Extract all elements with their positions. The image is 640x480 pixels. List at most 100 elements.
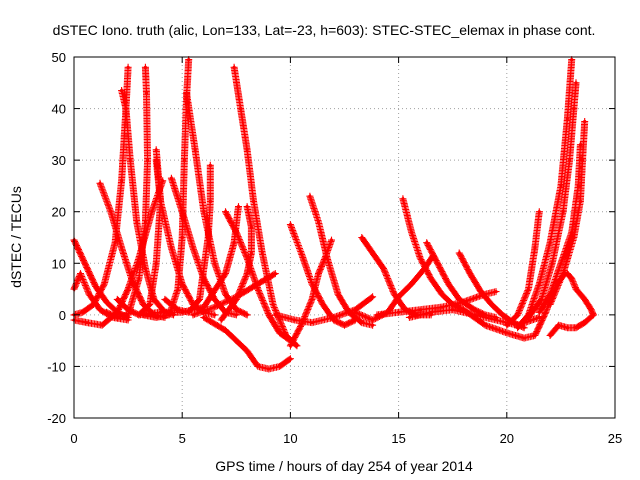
data-point	[202, 315, 206, 319]
data-point	[565, 326, 570, 330]
data-point	[245, 205, 249, 209]
data-point	[468, 272, 472, 276]
data-point	[202, 210, 206, 214]
series-pass-34	[524, 79, 580, 321]
data-point	[565, 272, 570, 276]
data-point	[397, 295, 401, 299]
data-point	[544, 310, 548, 314]
data-point	[537, 282, 541, 286]
data-point	[295, 344, 299, 348]
data-point	[526, 287, 531, 291]
data-point	[213, 297, 217, 301]
data-point	[561, 210, 565, 214]
y-tick-label: -20	[47, 411, 66, 426]
y-tick-label: 0	[59, 308, 66, 323]
data-point	[570, 58, 574, 62]
data-point	[245, 313, 249, 317]
data-point	[137, 313, 141, 317]
data-point	[537, 310, 541, 314]
grid	[74, 57, 615, 418]
data-point	[273, 272, 277, 276]
data-point	[154, 315, 158, 319]
data-point	[516, 313, 520, 317]
series-pass-23	[271, 293, 377, 327]
data-point	[329, 238, 334, 242]
data-point	[234, 295, 238, 299]
data-point	[169, 246, 173, 250]
data-point	[234, 308, 238, 312]
series-pass-29	[455, 249, 528, 332]
data-point	[572, 107, 576, 111]
data-point	[223, 328, 228, 332]
data-point	[206, 235, 210, 240]
data-point	[568, 158, 572, 162]
data-point	[115, 297, 119, 301]
data-point	[267, 367, 271, 371]
data-point	[299, 251, 303, 255]
data-point	[572, 235, 576, 240]
data-point	[245, 272, 249, 276]
data-point	[141, 302, 145, 307]
data-point	[180, 310, 184, 314]
data-point	[143, 65, 147, 69]
plot-frame	[73, 56, 616, 419]
data-point	[197, 297, 202, 301]
data-point	[570, 277, 574, 281]
data-point	[583, 321, 587, 325]
data-point	[87, 292, 91, 296]
data-point	[332, 315, 336, 319]
data-point	[325, 256, 329, 260]
data-point	[154, 158, 158, 162]
y-tick-label: 40	[52, 102, 66, 117]
data-point	[278, 364, 282, 368]
data-point	[135, 220, 139, 224]
data-point	[144, 91, 149, 95]
data-point	[293, 318, 297, 322]
y-tick-label: 50	[52, 50, 66, 65]
x-tick-label: 20	[500, 431, 514, 446]
data-point	[239, 107, 243, 111]
data-point	[146, 158, 150, 162]
data-point	[591, 313, 596, 317]
series-pass-05	[118, 87, 177, 319]
data-point	[245, 256, 249, 260]
data-point	[223, 292, 228, 296]
data-point	[150, 210, 154, 214]
data-point	[98, 308, 102, 312]
data-point	[381, 266, 386, 270]
data-point	[94, 284, 98, 289]
data-point	[550, 261, 554, 265]
data-point	[223, 272, 228, 276]
data-point	[310, 321, 314, 325]
data-point	[109, 210, 113, 214]
data-point	[180, 235, 184, 240]
data-point	[130, 279, 134, 283]
data-point	[219, 318, 223, 322]
data-point	[252, 199, 256, 203]
data-point	[436, 261, 440, 265]
y-axis-label: dSTEC / TECUs	[8, 186, 24, 288]
data-point	[371, 251, 375, 255]
data-point	[104, 300, 109, 304]
data-point	[299, 323, 303, 327]
y-tick-label: 10	[52, 256, 66, 271]
data-point	[418, 256, 422, 260]
data-point	[371, 323, 375, 327]
data-point	[120, 88, 124, 93]
data-point	[154, 148, 158, 152]
data-point	[182, 158, 186, 162]
data-point	[249, 251, 253, 255]
data-point	[169, 176, 173, 180]
data-point	[410, 230, 414, 234]
data-point	[410, 282, 414, 286]
data-point	[440, 292, 444, 296]
y-axis: -20 -10 0 10 20 30 40 50	[47, 50, 615, 426]
data-point	[102, 282, 106, 286]
data-point	[120, 179, 124, 183]
data-point	[578, 199, 583, 203]
data-point	[336, 292, 340, 296]
data-point	[234, 313, 238, 317]
data-point	[559, 184, 563, 188]
data-point	[505, 331, 509, 335]
data-point	[479, 290, 483, 294]
